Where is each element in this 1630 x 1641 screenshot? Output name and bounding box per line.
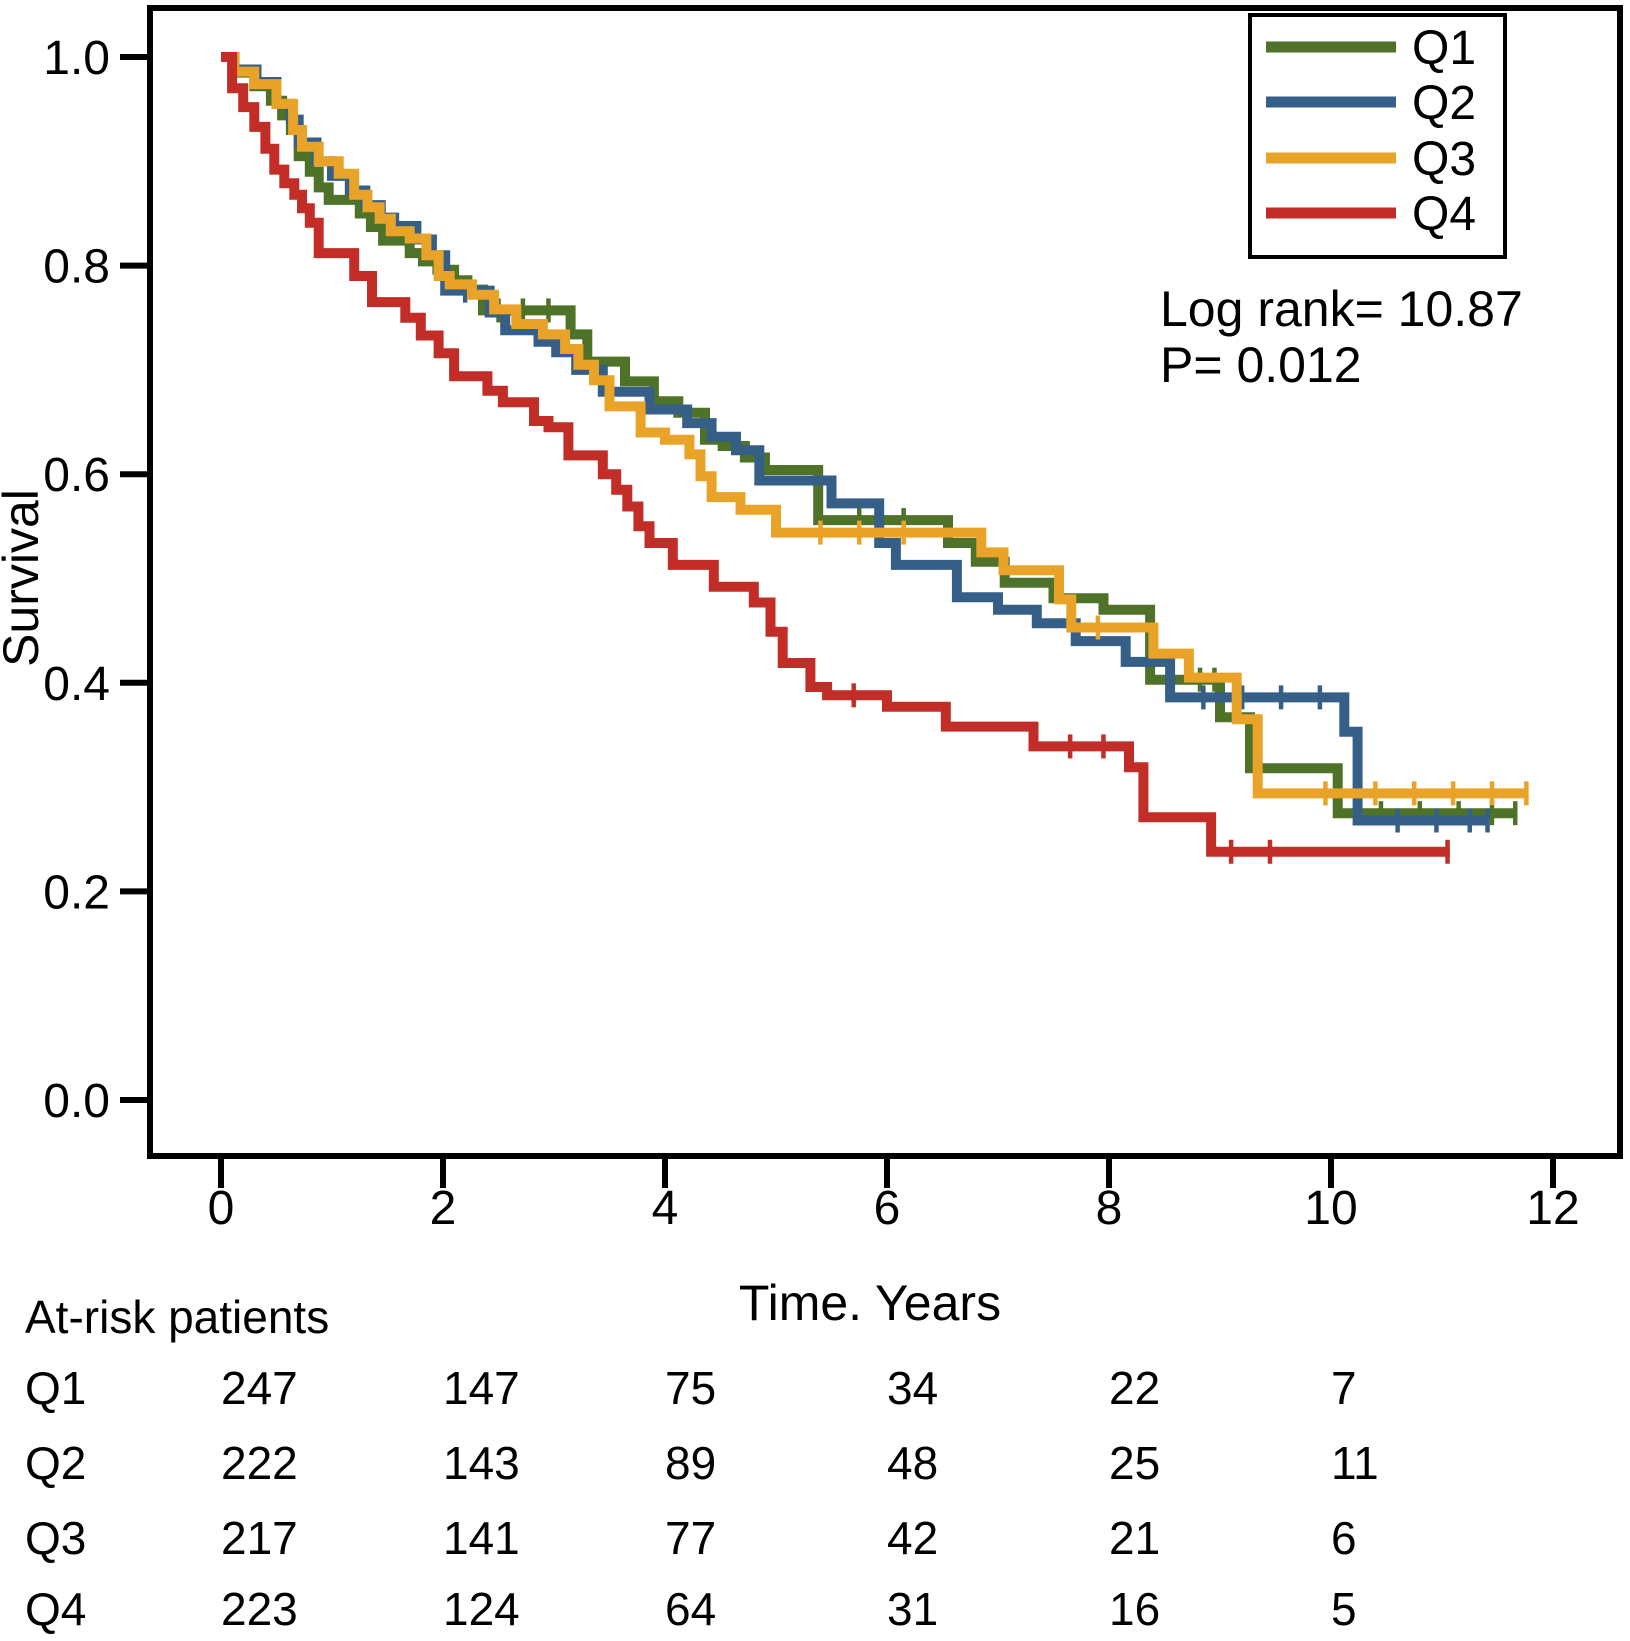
at-risk-count: 217 xyxy=(221,1512,298,1564)
at-risk-count: 25 xyxy=(1109,1437,1160,1489)
x-axis-tick-label: 4 xyxy=(652,1182,679,1235)
x-axis-tick-label: 8 xyxy=(1096,1182,1123,1235)
legend-label-q4: Q4 xyxy=(1412,188,1476,241)
at-risk-count: 141 xyxy=(443,1512,520,1564)
y-axis-tick-label: 0.4 xyxy=(43,658,110,711)
x-axis-tick-label: 6 xyxy=(874,1182,901,1235)
at-risk-count: 34 xyxy=(887,1362,938,1414)
y-axis-tick-label: 0.2 xyxy=(43,866,110,919)
at-risk-count: 89 xyxy=(665,1437,716,1489)
y-axis-tick-label: 0.8 xyxy=(43,241,110,294)
x-axis-tick-label: 10 xyxy=(1304,1182,1357,1235)
at-risk-count: 147 xyxy=(443,1362,520,1414)
legend-label-q3: Q3 xyxy=(1412,133,1476,186)
at-risk-count: 143 xyxy=(443,1437,520,1489)
y-axis-title: Survival xyxy=(0,489,49,667)
survival-curve-q1 xyxy=(221,52,1518,819)
at-risk-count: 223 xyxy=(221,1583,298,1635)
at-risk-count: 64 xyxy=(665,1583,716,1635)
at-risk-row-label-q2: Q2 xyxy=(25,1437,86,1489)
at-risk-count: 21 xyxy=(1109,1512,1160,1564)
at-risk-table: Q1 247 147 75 34 22 7 Q2 222 143 89 48 25 11 Q3 217 141 7… xyxy=(25,1362,1379,1635)
at-risk-count: 5 xyxy=(1331,1583,1357,1635)
at-risk-row-label-q3: Q3 xyxy=(25,1512,86,1564)
at-risk-row-label-q4: Q4 xyxy=(25,1583,86,1635)
at-risk-count: 42 xyxy=(887,1512,938,1564)
survival-curves xyxy=(221,52,1529,864)
at-risk-row-label-q1: Q1 xyxy=(25,1362,86,1414)
at-risk-count: 16 xyxy=(1109,1583,1160,1635)
pvalue-text: P= 0.012 xyxy=(1160,337,1362,393)
at-risk-header: At-risk patients xyxy=(25,1291,329,1343)
at-risk-count: 22 xyxy=(1109,1362,1160,1414)
x-axis-title: Time. Years xyxy=(739,1275,1001,1331)
at-risk-count: 75 xyxy=(665,1362,716,1414)
at-risk-count: 48 xyxy=(887,1437,938,1489)
x-axis-tick-label: 0 xyxy=(208,1182,235,1235)
legend-label-q1: Q1 xyxy=(1412,22,1476,75)
at-risk-count: 6 xyxy=(1331,1512,1357,1564)
survival-curve-q3 xyxy=(221,52,1529,799)
x-axis-tick-label: 12 xyxy=(1526,1182,1579,1235)
at-risk-count: 247 xyxy=(221,1362,298,1414)
legend-label-q2: Q2 xyxy=(1412,77,1476,130)
at-risk-count: 11 xyxy=(1331,1437,1379,1489)
at-risk-count: 124 xyxy=(443,1583,520,1635)
y-axis-tick-label: 1.0 xyxy=(43,32,110,85)
at-risk-count: 222 xyxy=(221,1437,298,1489)
axis-ticks: 1.0 0.8 0.6 0.4 0.2 0.0 0 2 4 6 8 10 12 xyxy=(43,32,1579,1235)
survival-curve-q4 xyxy=(221,52,1450,857)
y-axis-tick-label: 0.0 xyxy=(43,1075,110,1128)
at-risk-count: 77 xyxy=(665,1512,716,1564)
y-axis-tick-label: 0.6 xyxy=(43,449,110,502)
at-risk-count: 7 xyxy=(1331,1362,1357,1414)
x-axis-tick-label: 2 xyxy=(430,1182,457,1235)
logrank-text: Log rank= 10.87 xyxy=(1160,281,1523,337)
at-risk-count: 31 xyxy=(887,1583,938,1635)
